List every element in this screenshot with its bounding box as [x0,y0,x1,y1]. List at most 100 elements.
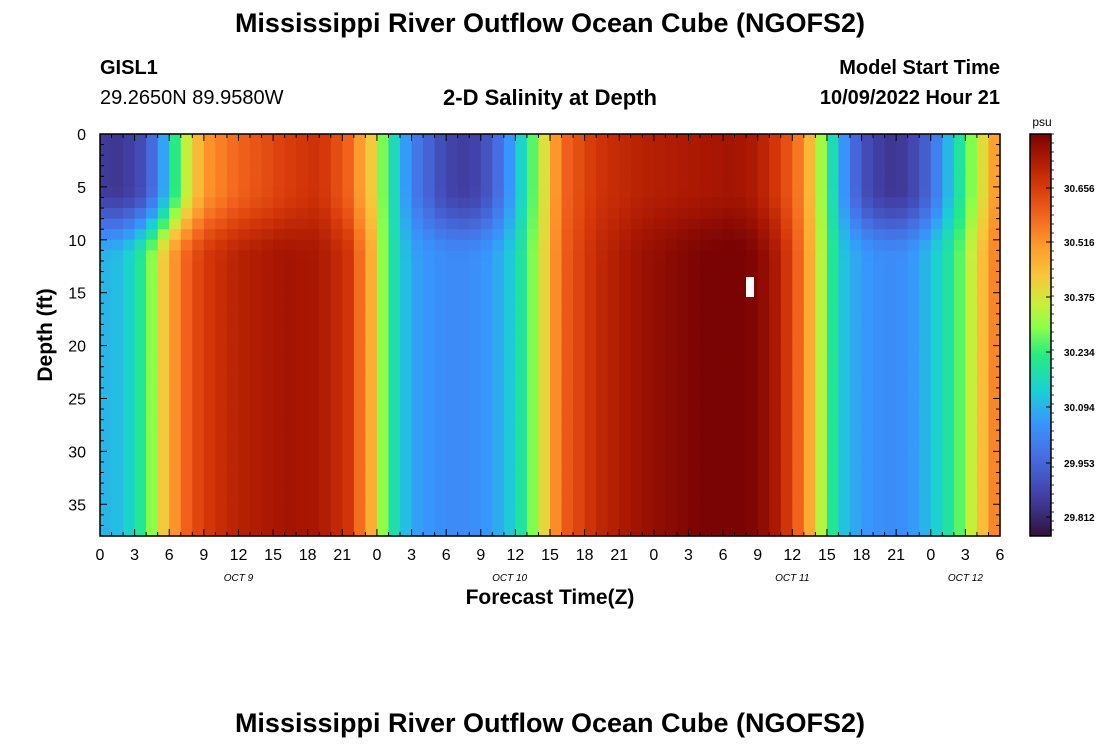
heatmap-cell [353,461,366,474]
heatmap-cell [873,514,886,527]
heatmap-cell [469,271,482,283]
heatmap-cell [942,176,955,188]
heatmap-cell [919,313,932,326]
heatmap-cell [423,398,436,410]
heatmap-cell [619,525,632,537]
heatmap-cell [319,165,332,177]
heatmap-cell [711,377,724,389]
heatmap-cell [976,186,990,199]
heatmap-cell [353,229,366,241]
heatmap-cell [423,260,436,273]
heatmap-cell [700,387,713,400]
heatmap-cell [250,461,263,474]
heatmap-cell [492,324,505,336]
heatmap-cell [953,176,966,188]
heatmap-cell [838,504,851,516]
heatmap-cell [826,303,840,315]
heatmap-cell [365,472,378,484]
heatmap-cell [446,514,459,527]
heatmap-cell [780,451,793,463]
heatmap-cell [642,335,655,347]
heatmap-cell [573,377,586,389]
heatmap-cell [757,197,770,209]
heatmap-cell [976,324,990,336]
heatmap-cell [423,197,436,209]
heatmap-cell [469,345,482,357]
heatmap-cell [192,366,205,378]
heatmap-cell [907,208,920,220]
heatmap-cell [250,451,263,463]
heatmap-cell [884,144,897,156]
heatmap-cell [550,229,563,241]
heatmap-cell [803,430,816,442]
heatmap-cell [711,186,724,199]
heatmap-cell [907,440,920,452]
heatmap-cell [250,176,263,188]
heatmap-cell [365,335,378,347]
heatmap-cell [307,260,320,273]
heatmap-cell [226,472,240,484]
heatmap-cell [607,345,620,357]
heatmap-cell [642,366,655,378]
heatmap-cell [446,260,459,273]
heatmap-cell [988,165,1001,177]
heatmap-cell [284,313,297,326]
heatmap-cell [250,493,263,505]
heatmap-cell [642,387,655,400]
heatmap-cell [965,197,978,209]
heatmap-cell [353,398,366,410]
heatmap-cell [307,208,320,220]
heatmap-cell [665,250,678,262]
heatmap-cell [342,134,355,146]
heatmap-cell [769,514,782,527]
heatmap-cell [307,197,320,209]
heatmap-cell [388,377,401,389]
heatmap-cell [884,155,897,167]
heatmap-cell [169,186,182,199]
heatmap-cell [446,239,459,251]
heatmap-cell [653,493,666,505]
heatmap-cell [492,451,505,463]
heatmap-cell [146,514,159,527]
heatmap-cell [838,292,851,304]
heatmap-cell [515,483,528,495]
heatmap-cell [550,250,563,262]
heatmap-cell [284,451,297,463]
heatmap-cell [503,440,516,452]
heatmap-cell [400,239,413,251]
heatmap-cell [584,186,597,199]
heatmap-cell [492,282,505,294]
heatmap-cell [342,387,355,400]
heatmap-cell [319,134,332,146]
heatmap-cell [238,229,251,241]
heatmap-cell [123,483,136,495]
heatmap-cell [642,144,655,156]
heatmap-cell [653,483,666,495]
heatmap-cell [907,472,920,484]
heatmap-cell [123,165,136,177]
heatmap-cell [146,472,159,484]
heatmap-cell [169,313,182,326]
heatmap-cell [376,430,390,442]
heatmap-cell [134,514,147,527]
heatmap-cell [757,155,770,167]
heatmap-cell [365,356,378,368]
heatmap-cell [353,335,366,347]
heatmap-cell [250,250,263,262]
heatmap-cell [573,155,586,167]
heatmap-cell [700,197,713,209]
heatmap-cell [884,451,897,463]
heatmap-cell [215,387,228,400]
heatmap-cell [123,377,136,389]
heatmap-cell [642,377,655,389]
heatmap-cell [676,430,690,442]
heatmap-cell [250,292,263,304]
heatmap-cell [226,419,240,431]
heatmap-cell [803,229,816,241]
heatmap-cell [780,197,793,209]
heatmap-cell [619,472,632,484]
heatmap-cell [780,335,793,347]
heatmap-cell [769,176,782,188]
heatmap-cell [146,398,159,410]
heatmap-cell [734,430,747,442]
